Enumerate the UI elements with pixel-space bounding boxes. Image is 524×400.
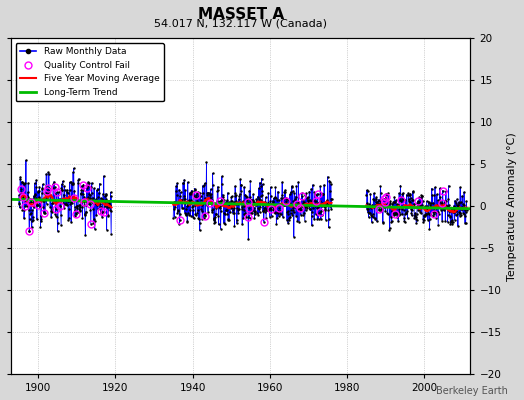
Text: Berkeley Earth: Berkeley Earth bbox=[436, 386, 508, 396]
Legend: Raw Monthly Data, Quality Control Fail, Five Year Moving Average, Long-Term Tren: Raw Monthly Data, Quality Control Fail, … bbox=[16, 43, 164, 102]
Title: MASSET A: MASSET A bbox=[198, 7, 284, 22]
Text: 54.017 N, 132.117 W (Canada): 54.017 N, 132.117 W (Canada) bbox=[154, 18, 328, 28]
Y-axis label: Temperature Anomaly (°C): Temperature Anomaly (°C) bbox=[507, 132, 517, 280]
